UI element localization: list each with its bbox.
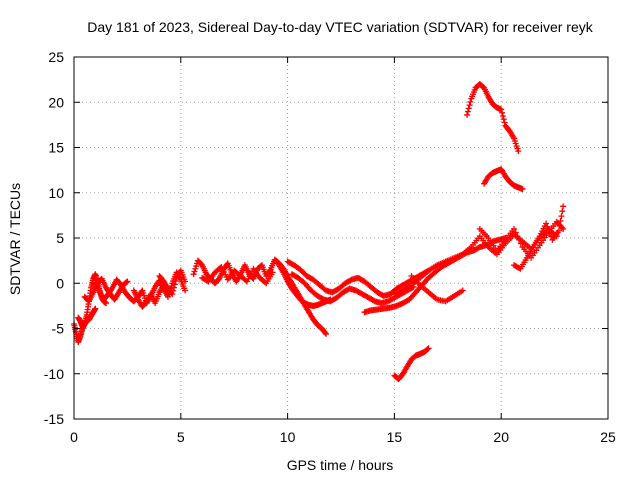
data-point — [516, 236, 523, 243]
data-point — [559, 208, 566, 215]
x-tick-label: 20 — [493, 429, 509, 445]
data-point — [519, 186, 526, 193]
y-axis-label: SDTVAR / TECUs — [7, 183, 23, 295]
data-point — [467, 98, 474, 105]
data-point — [465, 105, 472, 112]
data-point — [169, 291, 176, 298]
x-axis-label: GPS time / hours — [287, 457, 394, 473]
x-tick-label: 25 — [600, 429, 616, 445]
y-tick-label: -10 — [44, 366, 64, 382]
data-point — [124, 278, 131, 285]
data-point — [269, 269, 276, 276]
data-point — [170, 284, 177, 291]
x-tick-label: 15 — [387, 429, 403, 445]
data-point — [512, 229, 519, 236]
data-point — [123, 279, 130, 286]
y-tick-label: 10 — [48, 185, 64, 201]
data-point — [466, 102, 473, 109]
y-tick-label: 25 — [48, 49, 64, 65]
y-tick-label: -5 — [52, 321, 65, 337]
data-point — [501, 119, 508, 126]
data-point — [170, 287, 177, 294]
data-point — [511, 225, 518, 232]
data-point — [424, 346, 431, 353]
data-point — [171, 281, 178, 288]
data-point — [499, 109, 506, 116]
data-point — [555, 227, 562, 234]
data-point — [182, 278, 189, 285]
data-point — [193, 263, 200, 270]
data-point — [464, 108, 471, 115]
data-point — [560, 203, 567, 210]
data-point — [545, 227, 552, 234]
data-point — [190, 271, 197, 278]
data-point — [182, 287, 189, 294]
x-tick-label: 0 — [70, 429, 78, 445]
y-tick-label: 5 — [56, 230, 64, 246]
data-points — [71, 81, 567, 383]
grid-lines — [74, 57, 608, 419]
y-tick-label: 0 — [56, 275, 64, 291]
y-tick-label: -15 — [44, 411, 64, 427]
data-point — [514, 233, 521, 240]
data-point — [192, 265, 199, 272]
data-point — [557, 217, 564, 224]
data-point — [322, 329, 329, 336]
data-point — [92, 305, 99, 312]
data-point — [556, 222, 563, 229]
data-point — [459, 287, 466, 294]
data-point — [498, 106, 505, 113]
data-point — [500, 116, 507, 123]
data-point — [544, 223, 551, 230]
data-point — [546, 230, 553, 237]
data-point — [103, 300, 110, 307]
data-point — [515, 148, 522, 155]
data-point — [323, 330, 330, 337]
x-tick-label: 10 — [280, 429, 296, 445]
data-point — [517, 240, 524, 247]
data-point — [464, 111, 471, 118]
data-point — [543, 220, 550, 227]
data-point — [425, 345, 432, 352]
data-point — [558, 213, 565, 220]
data-point — [499, 113, 506, 120]
data-point — [172, 278, 179, 285]
data-point — [191, 268, 198, 275]
chart-title: Day 181 of 2023, Sidereal Day-to-day VTE… — [87, 19, 593, 35]
y-tick-label: 15 — [48, 140, 64, 156]
x-tick-label: 5 — [177, 429, 185, 445]
data-point — [560, 225, 567, 232]
y-tick-label: 20 — [48, 94, 64, 110]
axis-ticks: 0 5 10 15 20 25 -15 -10 -5 0 5 10 15 20 25 — [44, 49, 616, 445]
